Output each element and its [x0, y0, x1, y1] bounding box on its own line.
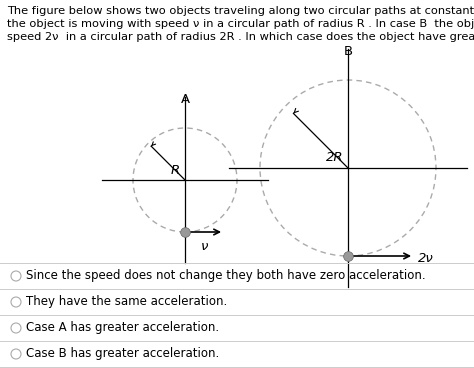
Text: A: A: [181, 93, 190, 106]
Text: speed 2ν  in a circular path of radius 2R . In which case does the object have g: speed 2ν in a circular path of radius 2R…: [7, 32, 474, 42]
Text: Case A has greater acceleration.: Case A has greater acceleration.: [26, 322, 219, 335]
Text: The figure below shows two objects traveling along two circular paths at constan: The figure below shows two objects trave…: [7, 6, 474, 16]
Text: 2R: 2R: [326, 151, 344, 164]
Text: R: R: [171, 164, 180, 177]
Text: Case B has greater acceleration.: Case B has greater acceleration.: [26, 347, 219, 361]
Text: Since the speed does not change they both have zero acceleration.: Since the speed does not change they bot…: [26, 269, 426, 283]
Text: ν: ν: [201, 240, 208, 253]
Text: the object is moving with speed ν in a circular path of radius R . In case B  th: the object is moving with speed ν in a c…: [7, 19, 474, 29]
Text: B: B: [344, 45, 353, 58]
Text: They have the same acceleration.: They have the same acceleration.: [26, 296, 227, 308]
Text: 2ν: 2ν: [418, 252, 434, 265]
